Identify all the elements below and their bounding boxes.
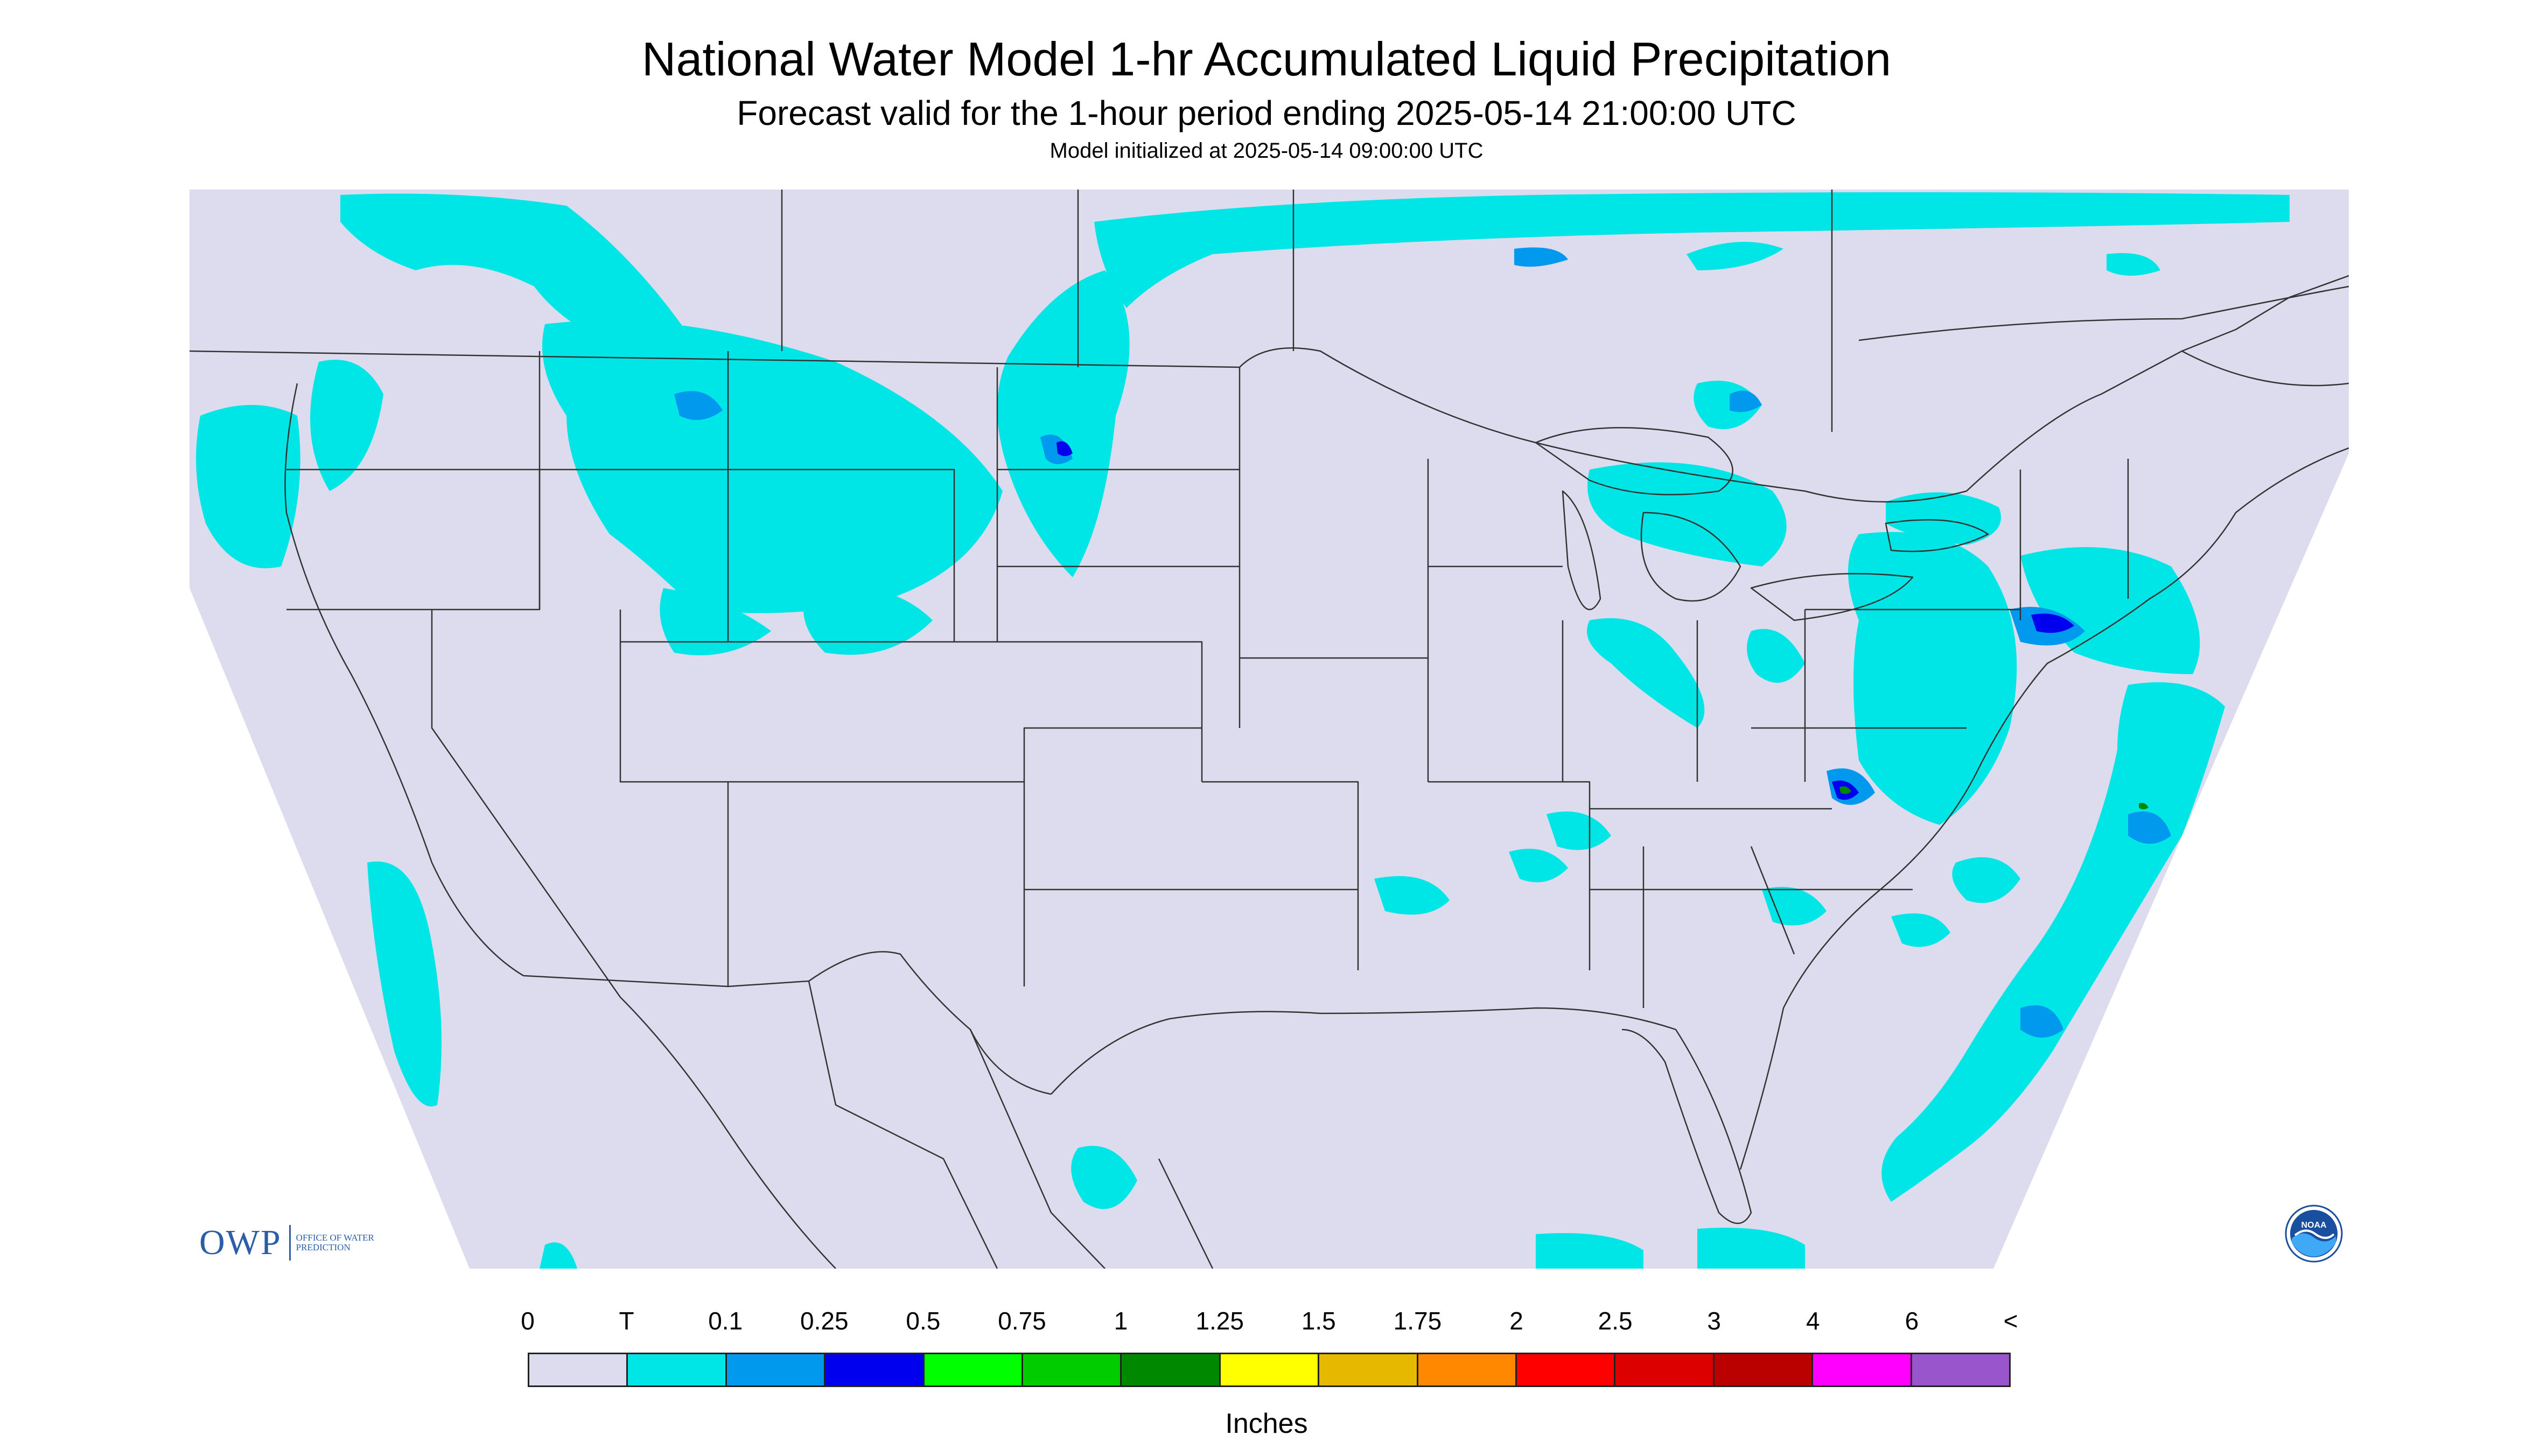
legend-swatch — [1220, 1354, 1320, 1385]
legend-label: 1.25 — [1195, 1307, 1244, 1335]
legend-label: 6 — [1905, 1307, 1919, 1335]
precip-heavy-areas — [1839, 786, 2149, 809]
noaa-logo-text: NOAA — [2301, 1221, 2327, 1230]
legend-label: T — [619, 1307, 634, 1335]
legend-swatch — [1714, 1354, 1814, 1385]
legend-swatch — [1813, 1354, 1912, 1385]
map-domain — [190, 190, 2349, 1269]
legend-swatch — [1023, 1354, 1122, 1385]
legend-label: 0.75 — [998, 1307, 1046, 1335]
legend-swatch — [1517, 1354, 1616, 1385]
noaa-logo-icon: NOAA — [2285, 1205, 2343, 1263]
legend-color-bar — [528, 1353, 2011, 1387]
forecast-valid-subtitle: Forecast valid for the 1-hour period end… — [737, 94, 1796, 132]
legend-swatch — [1319, 1354, 1418, 1385]
owp-logo-mark: OWP — [199, 1225, 291, 1261]
state-boundaries — [190, 190, 2349, 1269]
legend-units: Inches — [1225, 1408, 1308, 1439]
legend-label: 0 — [521, 1307, 535, 1335]
owp-logo: OWP Office of Water Prediction — [199, 1225, 377, 1261]
map-title: National Water Model 1-hr Accumulated Li… — [641, 32, 1892, 86]
legend-label: 1.75 — [1393, 1307, 1442, 1335]
legend-label: 0.5 — [906, 1307, 941, 1335]
legend-label: 2 — [1509, 1307, 1523, 1335]
legend-label: 0.1 — [708, 1307, 743, 1335]
legend-swatch — [726, 1354, 826, 1385]
legend-swatch — [1615, 1354, 1715, 1385]
legend-swatch — [924, 1354, 1024, 1385]
legend-swatch — [628, 1354, 727, 1385]
legend-label: 4 — [1806, 1307, 1820, 1335]
legend-swatch — [529, 1354, 628, 1385]
legend-labels: 0 T 0.1 0.25 0.5 0.75 1 1.25 1.5 1.75 2 2.5 3 4 6 < — [0, 1308, 2533, 1341]
owp-logo-text: Office of Water Prediction — [296, 1233, 374, 1252]
legend-label: 2.5 — [1598, 1307, 1633, 1335]
legend-swatch — [1912, 1354, 2010, 1385]
legend-label: 1.5 — [1301, 1307, 1336, 1335]
legend-label: 0.25 — [800, 1307, 849, 1335]
model-init-time: Model initialized at 2025-05-14 09:00:00… — [1049, 139, 1484, 163]
legend-label: 1 — [1114, 1307, 1128, 1335]
precip-trace-areas — [196, 192, 2290, 1269]
legend-label: < — [2003, 1307, 2018, 1335]
legend-label: 3 — [1707, 1307, 1721, 1335]
legend-swatch — [1418, 1354, 1517, 1385]
legend-swatch — [825, 1354, 925, 1385]
precipitation-map — [190, 190, 2349, 1269]
legend-swatch — [1122, 1354, 1221, 1385]
